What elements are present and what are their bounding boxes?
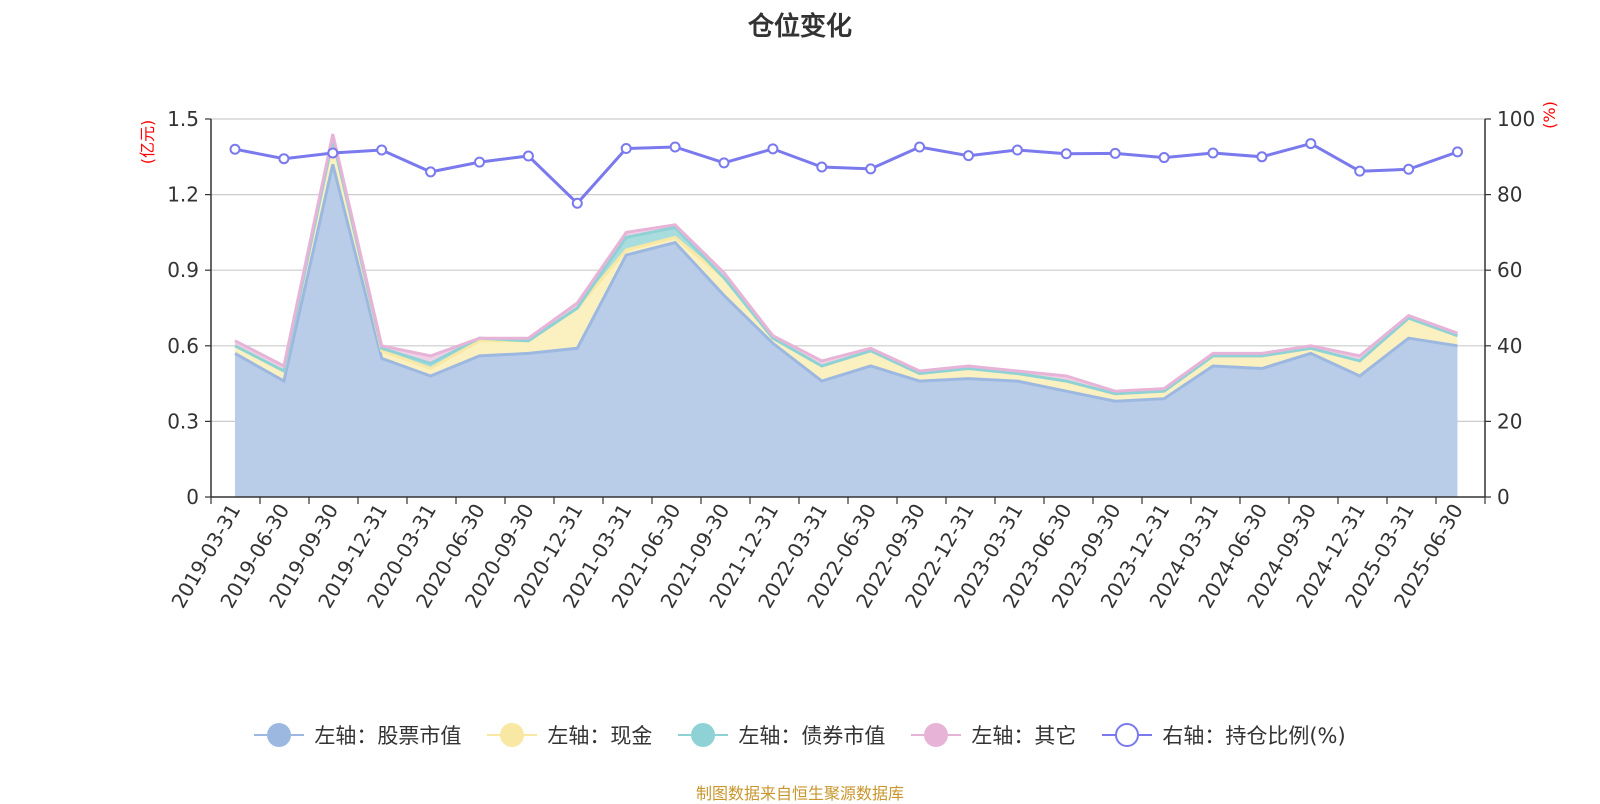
- legend-marker-icon: [1102, 723, 1153, 747]
- legend-item[interactable]: 左轴：债券市值: [678, 720, 885, 750]
- ratio-point: [718, 157, 730, 169]
- area-左轴：股票市值: [235, 164, 1458, 497]
- ratio-point: [620, 142, 632, 154]
- left-tick-label: 0.6: [167, 334, 199, 358]
- ratio-point: [963, 150, 974, 162]
- ratio-point: [474, 156, 485, 168]
- ratio-point: [522, 150, 534, 162]
- ratio-point: [1403, 163, 1415, 175]
- ratio-point: [1158, 152, 1170, 164]
- stacked-areas: [234, 133, 1459, 497]
- legend-marker-icon: [678, 723, 729, 747]
- ratio-point: [669, 141, 681, 153]
- ratio-point: [865, 163, 877, 175]
- legend-label: 左轴：其它: [971, 724, 1077, 748]
- source-note: 制图数据来自恒生聚源数据库: [695, 784, 904, 803]
- ratio-point: [1011, 144, 1023, 156]
- legend-label: 左轴：现金: [547, 724, 653, 748]
- legend-item[interactable]: 右轴：持仓比例(%): [1102, 720, 1346, 750]
- left-axis-unit: (亿元): [138, 120, 157, 165]
- ratio-point: [816, 161, 828, 173]
- chart-title: 仓位变化: [747, 12, 852, 42]
- ratio-point: [767, 143, 779, 155]
- ratio-point: [1109, 147, 1121, 159]
- legend-marker-icon: [911, 723, 962, 747]
- legend-item[interactable]: 左轴：股票市值: [254, 720, 461, 750]
- right-tick-label: 60: [1497, 258, 1522, 282]
- right-tick-label: 0: [1497, 485, 1510, 509]
- ratio-point: [425, 166, 437, 178]
- left-tick-label: 1.2: [167, 183, 199, 207]
- ratio-line: [229, 138, 1463, 209]
- right-tick-label: 20: [1497, 409, 1522, 433]
- left-tick-label: 0.3: [167, 409, 199, 433]
- legend-label: 右轴：持仓比例(%): [1162, 724, 1346, 748]
- ratio-point: [1452, 146, 1463, 158]
- ratio-point: [571, 197, 583, 209]
- area-左轴：现金: [235, 139, 1458, 402]
- legend: 左轴：股票市值 左轴：现金 左轴：债券市值 左轴：其它 右轴：持仓比例(%): [0, 720, 1600, 750]
- right-tick-label: 80: [1497, 183, 1522, 207]
- left-tick-label: 1.5: [167, 107, 199, 131]
- legend-item[interactable]: 左轴：现金: [487, 720, 652, 750]
- legend-item[interactable]: 左轴：其它: [911, 720, 1076, 750]
- ratio-point: [278, 153, 290, 165]
- area-line-左轴：其它: [234, 133, 1459, 393]
- ratio-point: [1207, 147, 1219, 159]
- area-line-左轴：股票市值: [234, 164, 1458, 403]
- right-axis-unit: (%): [1540, 101, 1559, 129]
- left-tick-label: 0.9: [167, 258, 199, 282]
- left-tick-label: 0: [186, 485, 199, 509]
- legend-marker-icon: [254, 723, 305, 747]
- ratio-point: [1256, 151, 1268, 163]
- legend-label: 左轴：债券市值: [738, 724, 886, 748]
- right-tick-label: 100: [1497, 107, 1535, 131]
- ratio-point: [376, 144, 388, 156]
- legend-marker-icon: [487, 723, 538, 747]
- ratio-point: [914, 141, 926, 153]
- ratio-point: [1354, 165, 1366, 177]
- ratio-line-path: [234, 141, 1459, 206]
- area-line-左轴：债券市值: [234, 138, 1459, 396]
- ratio-point: [1305, 138, 1317, 150]
- right-tick-label: 40: [1497, 334, 1522, 358]
- ratio-point: [1060, 148, 1072, 160]
- ratio-point: [327, 147, 339, 159]
- ratio-point: [229, 143, 241, 155]
- legend-label: 左轴：股票市值: [314, 724, 462, 748]
